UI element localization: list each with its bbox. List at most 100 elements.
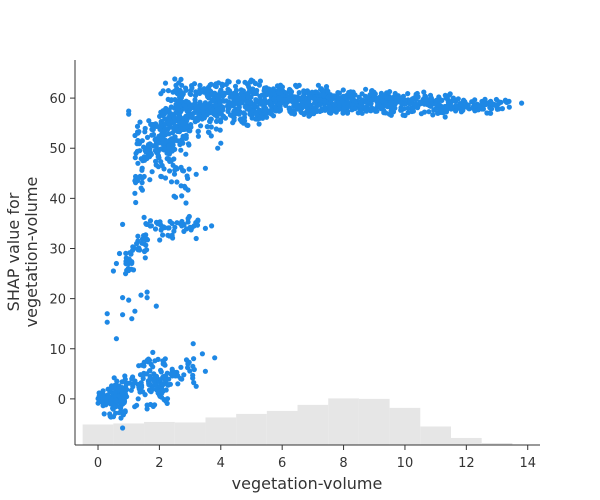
data-point bbox=[228, 92, 234, 98]
data-point bbox=[113, 397, 119, 403]
data-point bbox=[178, 364, 184, 370]
data-point bbox=[150, 131, 157, 138]
data-point bbox=[336, 90, 342, 96]
data-point bbox=[137, 148, 143, 154]
data-point bbox=[141, 370, 147, 376]
data-point bbox=[158, 369, 164, 375]
data-point bbox=[444, 103, 450, 109]
data-point bbox=[187, 128, 193, 134]
data-point bbox=[165, 115, 172, 121]
data-point bbox=[327, 95, 333, 102]
data-point bbox=[350, 89, 356, 95]
histogram-bar bbox=[205, 417, 237, 445]
data-point bbox=[141, 173, 147, 180]
scatter-points bbox=[95, 76, 525, 431]
data-point bbox=[141, 241, 147, 247]
data-point bbox=[294, 84, 300, 90]
data-point bbox=[144, 402, 150, 408]
data-point bbox=[213, 126, 219, 132]
data-point bbox=[167, 218, 173, 225]
data-point bbox=[195, 128, 201, 134]
x-tick-label: 8 bbox=[339, 456, 347, 471]
data-point bbox=[330, 107, 337, 113]
data-point bbox=[141, 359, 147, 365]
data-point bbox=[208, 124, 214, 130]
data-point bbox=[223, 81, 229, 87]
data-point bbox=[142, 255, 148, 261]
data-point bbox=[157, 219, 163, 225]
data-point bbox=[188, 91, 194, 97]
data-point bbox=[162, 175, 169, 181]
data-point bbox=[139, 180, 145, 186]
data-point bbox=[210, 98, 217, 104]
data-point bbox=[160, 232, 166, 238]
data-point bbox=[162, 377, 168, 383]
data-point bbox=[294, 104, 301, 110]
data-point bbox=[197, 90, 203, 96]
data-point bbox=[268, 102, 274, 109]
histogram-bar bbox=[144, 421, 175, 445]
data-point bbox=[199, 351, 205, 357]
data-point bbox=[276, 85, 282, 92]
data-point bbox=[320, 92, 327, 98]
data-point bbox=[188, 122, 194, 128]
data-point bbox=[153, 158, 159, 164]
data-point bbox=[480, 101, 486, 107]
data-point bbox=[307, 95, 314, 101]
x-tick-label: 14 bbox=[519, 456, 536, 471]
data-point bbox=[261, 88, 267, 94]
data-point bbox=[149, 169, 155, 175]
x-tick-label: 12 bbox=[458, 456, 475, 471]
y-tick-label: 0 bbox=[58, 393, 66, 408]
y-tick-label: 60 bbox=[49, 92, 66, 107]
data-point bbox=[139, 167, 145, 173]
data-point bbox=[148, 389, 154, 395]
data-point bbox=[400, 112, 406, 118]
x-tick-label: 10 bbox=[397, 456, 414, 471]
data-point bbox=[149, 126, 155, 132]
data-point bbox=[431, 107, 437, 113]
data-point bbox=[460, 107, 466, 113]
data-point bbox=[399, 95, 405, 101]
data-point bbox=[357, 103, 364, 109]
data-point bbox=[309, 108, 315, 114]
data-point bbox=[209, 223, 215, 229]
data-point bbox=[191, 81, 198, 87]
data-point bbox=[167, 381, 173, 387]
data-point bbox=[175, 98, 181, 104]
data-point bbox=[195, 217, 201, 223]
x-tick-label: 6 bbox=[278, 456, 286, 471]
data-point bbox=[133, 199, 139, 206]
data-point bbox=[155, 154, 161, 160]
data-point bbox=[438, 105, 444, 111]
data-point bbox=[309, 89, 315, 95]
data-point bbox=[195, 108, 201, 114]
data-point bbox=[101, 411, 107, 417]
data-point bbox=[166, 119, 172, 126]
data-point bbox=[422, 93, 429, 100]
data-point bbox=[183, 105, 189, 111]
histogram-bar bbox=[328, 398, 359, 445]
data-point bbox=[119, 391, 125, 397]
data-point bbox=[144, 289, 150, 295]
histogram-bar bbox=[266, 410, 298, 445]
data-point bbox=[139, 384, 145, 390]
data-point bbox=[197, 86, 203, 92]
data-point bbox=[368, 100, 374, 106]
data-point bbox=[453, 108, 459, 114]
data-point bbox=[150, 349, 156, 355]
data-point bbox=[166, 145, 172, 151]
data-point bbox=[252, 80, 259, 87]
data-point bbox=[135, 233, 141, 239]
data-point bbox=[463, 101, 469, 107]
data-point bbox=[244, 122, 250, 128]
y-axis-title-line-2: vegetation-volume bbox=[22, 177, 41, 328]
data-point bbox=[124, 380, 130, 386]
y-tick-label: 50 bbox=[49, 142, 66, 157]
data-point bbox=[213, 118, 220, 124]
data-point bbox=[120, 312, 126, 318]
data-point bbox=[449, 104, 455, 110]
data-point bbox=[114, 378, 120, 384]
data-point bbox=[120, 425, 126, 431]
